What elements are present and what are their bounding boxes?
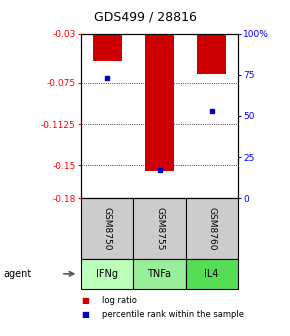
- Text: agent: agent: [3, 269, 31, 279]
- Bar: [133, 259, 186, 289]
- Text: GSM8760: GSM8760: [207, 207, 216, 250]
- Bar: [186, 259, 238, 289]
- Bar: [93, 34, 122, 61]
- Text: ■: ■: [81, 310, 89, 319]
- Text: GSM8755: GSM8755: [155, 207, 164, 250]
- Bar: [186, 198, 238, 259]
- Bar: [133, 198, 186, 259]
- Text: log ratio: log ratio: [102, 296, 136, 305]
- Text: IFNg: IFNg: [96, 269, 118, 279]
- Text: percentile rank within the sample: percentile rank within the sample: [102, 310, 244, 319]
- Bar: [81, 198, 133, 259]
- Bar: [197, 34, 226, 74]
- Bar: [81, 259, 133, 289]
- Text: GDS499 / 28816: GDS499 / 28816: [94, 10, 196, 23]
- Text: GSM8750: GSM8750: [103, 207, 112, 250]
- Text: TNFa: TNFa: [148, 269, 171, 279]
- Text: ■: ■: [81, 296, 89, 305]
- Bar: [145, 34, 174, 171]
- Text: IL4: IL4: [204, 269, 219, 279]
